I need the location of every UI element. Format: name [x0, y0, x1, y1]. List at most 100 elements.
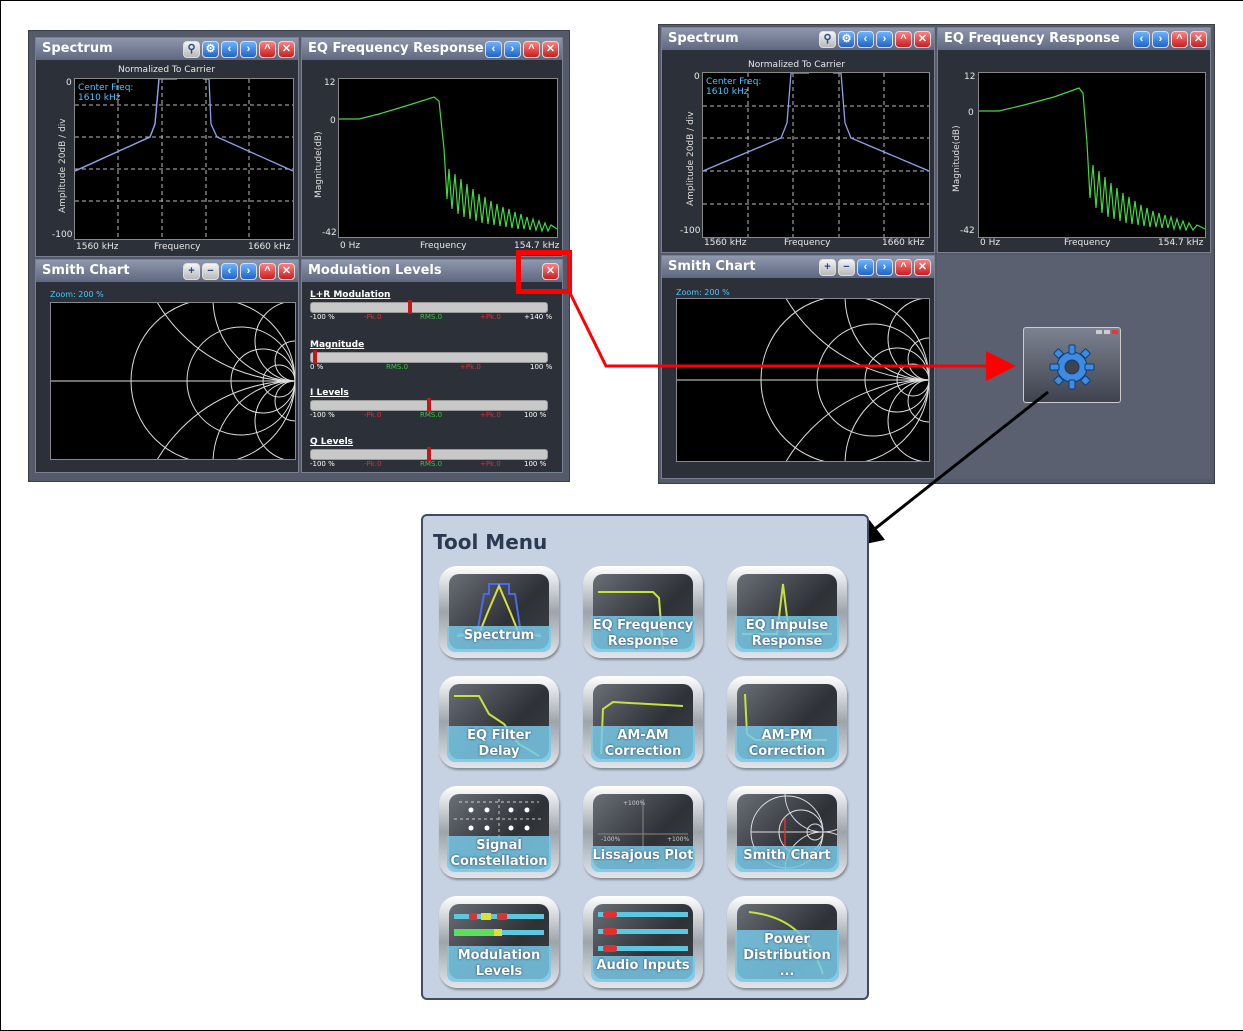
next-icon[interactable]: ›: [240, 41, 257, 58]
center-freq-label: Center Freq:: [78, 83, 134, 93]
prev-icon[interactable]: ‹: [221, 263, 238, 280]
tool-tile-power-distribution[interactable]: Power Distribution ...: [727, 896, 847, 988]
y-top-label: 0: [66, 78, 72, 88]
modulation-level-bar: [310, 447, 548, 461]
modulation-bar-label: Q Levels: [310, 437, 354, 447]
tool-tile-modulation-levels[interactable]: Modulation Levels: [439, 896, 559, 988]
prev-icon[interactable]: ‹: [1133, 31, 1150, 48]
close-button-highlight: [516, 250, 572, 294]
spectrum-subtitle: Normalized To Carrier: [748, 60, 846, 70]
zoom-label: Zoom: 200 %: [676, 288, 730, 297]
smith-chart-panel: Smith Chart + − ‹ › ^ ✕ Zoom: 200 %: [661, 255, 935, 479]
zoom-in-icon[interactable]: +: [183, 263, 200, 280]
zoom-in-icon[interactable]: +: [819, 259, 836, 276]
tool-tile-eq-frequency-response[interactable]: EQ Frequency Response: [583, 566, 703, 658]
x-axis-label: Frequency: [784, 238, 831, 248]
maximize-icon[interactable]: ^: [895, 31, 912, 48]
scale-label-mid2: RMS.0: [420, 460, 443, 468]
maximize-icon[interactable]: ^: [895, 259, 912, 276]
tool-tile-am-pm-correction[interactable]: AM-PM Correction: [727, 676, 847, 768]
next-icon[interactable]: ›: [1152, 31, 1169, 48]
spectrum-panel: Spectrum ⚲ ⚙ ‹ › ^ ✕ Normalized To Carri…: [35, 37, 299, 257]
next-icon[interactable]: ›: [876, 259, 893, 276]
tool-tile-signal-constellation[interactable]: Signal Constellation: [439, 786, 559, 878]
scale-label-mid3: +Pk.0: [480, 460, 501, 468]
eq-plot: [338, 78, 558, 238]
scale-label-right: 100 %: [530, 363, 553, 371]
x-left-label: 1560 kHz: [76, 242, 119, 252]
antenna-icon[interactable]: ⚲: [183, 41, 200, 58]
maximize-icon[interactable]: ^: [259, 263, 276, 280]
tile-label: Signal Constellation: [447, 836, 551, 872]
center-freq-value: 1610 kHz: [706, 87, 749, 97]
tool-tile-spectrum[interactable]: Spectrum: [439, 566, 559, 658]
gear-icon[interactable]: ⚙: [202, 41, 219, 58]
right-dashboard-screenshot: Spectrum ⚲ ⚙ ‹ › ^ ✕ Normalized To Carri…: [658, 24, 1215, 484]
prev-icon[interactable]: ‹: [857, 259, 874, 276]
eq-frequency-panel: EQ Frequency Response ‹ › ^ ✕ 12 0 -42 M…: [937, 27, 1211, 253]
tile-label: EQ Impulse Response: [735, 616, 839, 652]
scale-label-mid3: +Pk.0: [480, 313, 501, 321]
next-icon[interactable]: ›: [240, 263, 257, 280]
scale-label-right: +140 %: [524, 313, 553, 321]
scale-label-mid1: -Pk.0: [364, 313, 382, 321]
modulation-level-bar: [310, 300, 548, 314]
spectrum-subtitle: Normalized To Carrier: [118, 65, 216, 75]
tool-tile-lissajous-plot[interactable]: +100% -100% +100% Lissajous Plot: [583, 786, 703, 878]
lissajous-right-tick: +100%: [667, 836, 690, 843]
spectrum-panel: Spectrum ⚲ ⚙ ‹ › ^ ✕ Normalized To Carri…: [661, 27, 935, 253]
maximize-icon[interactable]: ^: [523, 41, 540, 58]
y-axis-label: Amplitude 20dB / div: [58, 118, 68, 213]
y-axis-label: Amplitude 20dB / div: [686, 111, 696, 206]
tool-tile-eq-filter-delay[interactable]: EQ Filter Delay: [439, 676, 559, 768]
close-icon[interactable]: ✕: [914, 259, 931, 276]
scale-label-mid2: +Pk.0: [460, 363, 481, 371]
next-icon[interactable]: ›: [504, 41, 521, 58]
close-icon[interactable]: ✕: [542, 263, 559, 280]
tool-tile-am-am-correction[interactable]: AM-AM Correction: [583, 676, 703, 768]
zoom-out-icon[interactable]: −: [838, 259, 855, 276]
tool-menu: Tool Menu Spectrum EQ Frequency Response…: [421, 514, 869, 1000]
tool-tile-audio-inputs[interactable]: Audio Inputs: [583, 896, 703, 988]
level-marker: [408, 300, 413, 314]
next-icon[interactable]: ›: [876, 31, 893, 48]
tool-tile-eq-impulse-response[interactable]: EQ Impulse Response: [727, 566, 847, 658]
maximize-icon[interactable]: ^: [1171, 31, 1188, 48]
modulation-levels-icon: [454, 913, 544, 936]
tile-label: Spectrum: [447, 626, 551, 652]
center-freq-value: 1610 kHz: [78, 93, 121, 103]
tool-tile-smith-chart[interactable]: Smith Chart: [727, 786, 847, 878]
y-bottom-label: -100: [680, 226, 701, 236]
add-tool-button[interactable]: [1023, 327, 1121, 403]
scale-label-left: -100 %: [310, 313, 335, 321]
smith-plot: [50, 302, 296, 460]
close-icon[interactable]: ✕: [542, 41, 559, 58]
scale-label-left: -100 %: [310, 460, 335, 468]
maximize-icon[interactable]: ^: [259, 41, 276, 58]
y-top-label: 0: [694, 72, 700, 82]
tile-label: Lissajous Plot: [591, 846, 695, 872]
close-icon[interactable]: ✕: [278, 41, 295, 58]
x-right-label: 154.7 kHz: [1158, 238, 1204, 248]
prev-icon[interactable]: ‹: [221, 41, 238, 58]
antenna-icon[interactable]: ⚲: [819, 31, 836, 48]
x-left-label: 0 Hz: [980, 238, 1001, 248]
gear-icon[interactable]: ⚙: [838, 31, 855, 48]
close-icon[interactable]: ✕: [278, 263, 295, 280]
lissajous-left-tick: -100%: [601, 836, 621, 843]
prev-icon[interactable]: ‹: [857, 31, 874, 48]
y-mid-label: 0: [968, 108, 974, 118]
x-right-label: 1660 kHz: [882, 238, 925, 248]
prev-icon[interactable]: ‹: [485, 41, 502, 58]
y-bottom-label: -42: [960, 226, 975, 236]
zoom-out-icon[interactable]: −: [202, 263, 219, 280]
smith-plot: [676, 298, 930, 462]
close-icon[interactable]: ✕: [914, 31, 931, 48]
tile-label: Modulation Levels: [447, 946, 551, 982]
x-right-label: 1660 kHz: [248, 242, 291, 252]
y-axis-label: Magnitude(dB): [314, 131, 324, 198]
x-axis-label: Frequency: [154, 242, 201, 252]
modulation-level-bar: [310, 398, 548, 412]
scale-label-right: 100 %: [524, 411, 547, 419]
close-icon[interactable]: ✕: [1190, 31, 1207, 48]
